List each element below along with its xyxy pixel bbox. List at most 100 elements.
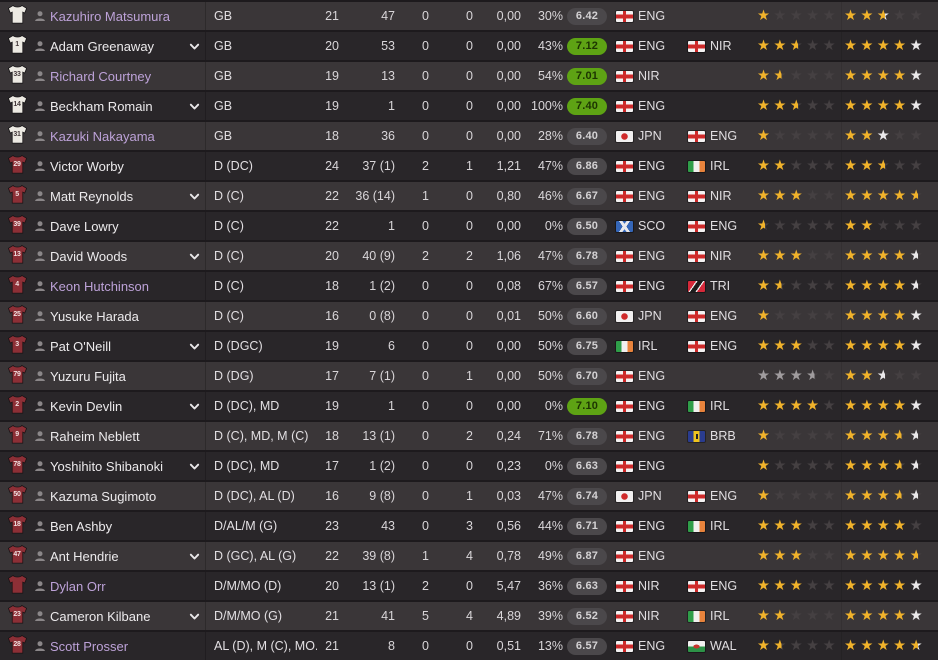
player-name[interactable]: Ant Hendrie xyxy=(50,548,119,564)
player-name[interactable]: Victor Worby xyxy=(50,158,124,174)
chevron-down-icon[interactable] xyxy=(189,212,205,240)
nationality-code: BRB xyxy=(710,429,736,443)
star-icon: ★ xyxy=(893,489,909,504)
star-icon: ★ xyxy=(806,67,820,84)
position-label: D (C) xyxy=(205,242,317,270)
table-row[interactable]: 25 Yusuke Harada D (C) 16 0 (8) 0 0 0,01… xyxy=(0,302,938,330)
shirt-number: 28 xyxy=(13,641,21,648)
table-row[interactable]: 50 Kazuma Sugimoto D (DC), AL (D) 16 9 (… xyxy=(0,482,938,510)
table-row[interactable]: 78 Yoshihito Shibanoki D (DC), MD 17 1 (… xyxy=(0,452,938,480)
flag-eng-icon xyxy=(616,640,633,652)
star-icon: ★ xyxy=(822,307,836,324)
chevron-down-icon[interactable] xyxy=(189,482,205,510)
chevron-down-icon[interactable] xyxy=(189,92,205,120)
table-row[interactable]: Kazuhiro Matsumura GB 21 47 0 0 0,00 30%… xyxy=(0,2,938,30)
player-name[interactable]: Matt Reynolds xyxy=(50,188,134,204)
appearances-value: 43 xyxy=(381,519,395,533)
player-name[interactable]: Yoshihito Shibanoki xyxy=(50,458,163,474)
chevron-down-icon[interactable] xyxy=(189,272,205,300)
shirt-number: 3 xyxy=(15,341,19,348)
player-name[interactable]: Yusuke Harada xyxy=(50,308,139,324)
player-name[interactable]: Cameron Kilbane xyxy=(50,608,151,624)
player-name[interactable]: Kazuki Nakayama xyxy=(50,128,155,144)
profile-icon xyxy=(34,392,50,420)
star-icon: ★ xyxy=(876,307,890,324)
chevron-down-icon[interactable] xyxy=(189,542,205,570)
stat3-value: 0,00 xyxy=(496,339,521,353)
chevron-down-icon[interactable] xyxy=(189,512,205,540)
chevron-down-icon[interactable] xyxy=(189,332,205,360)
nationality-code: ENG xyxy=(638,39,666,53)
table-row[interactable]: 1 Adam Greenaway GB 20 53 0 0 0,00 43% 7… xyxy=(0,32,938,60)
table-row[interactable]: 79 Yuzuru Fujita D (DG) 17 7 (1) 0 1 0,0… xyxy=(0,362,938,390)
table-row[interactable]: 47 Ant Hendrie D (GC), AL (G) 22 39 (8) … xyxy=(0,542,938,570)
age-value: 19 xyxy=(325,339,339,353)
table-row[interactable]: 39 Dave Lowry D (C) 22 1 0 0 0,00 0% 6.5… xyxy=(0,212,938,240)
star-icon: ★ xyxy=(806,487,820,504)
table-row[interactable]: 2 Kevin Devlin D (DC), MD 19 1 0 0 0,00 … xyxy=(0,392,938,420)
chevron-down-icon[interactable] xyxy=(189,602,205,630)
chevron-down-icon[interactable] xyxy=(189,122,205,150)
player-name[interactable]: Dave Lowry xyxy=(50,218,119,234)
chevron-down-icon[interactable] xyxy=(189,2,205,30)
player-name[interactable]: Ben Ashby xyxy=(50,518,113,534)
percent-value: 67% xyxy=(537,279,563,293)
player-name[interactable]: Scott Prosser xyxy=(50,638,129,654)
appearances-value: 1 (2) xyxy=(369,279,395,293)
player-name[interactable]: David Woods xyxy=(50,248,128,264)
chevron-down-icon[interactable] xyxy=(189,452,205,480)
player-name[interactable]: Dylan Orr xyxy=(50,578,106,594)
average-rating-badge: 6.50 xyxy=(567,217,607,235)
table-row[interactable]: 18 Ben Ashby D/AL/M (G) 23 43 0 3 0,56 4… xyxy=(0,512,938,540)
player-name[interactable]: Raheim Neblett xyxy=(50,428,140,444)
nationality-code: ENG xyxy=(638,549,666,563)
chevron-down-icon[interactable] xyxy=(189,152,205,180)
star-icon: ★ xyxy=(876,487,890,504)
chevron-down-icon[interactable] xyxy=(189,572,205,600)
star-icon: ★ xyxy=(876,547,890,564)
current-ability-stars: ★ ★ ★ ★ ★ xyxy=(757,212,841,240)
star-icon: ★ xyxy=(789,577,803,594)
player-name[interactable]: Yuzuru Fujita xyxy=(50,368,126,384)
table-row[interactable]: 28 Scott Prosser AL (D), M (C), MO... 21… xyxy=(0,632,938,660)
table-row[interactable]: 13 David Woods D (C) 20 40 (9) 2 2 1,06 … xyxy=(0,242,938,270)
table-row[interactable]: 33 Richard Courtney GB 19 13 0 0 0,00 54… xyxy=(0,62,938,90)
chevron-down-icon[interactable] xyxy=(189,362,205,390)
player-name[interactable]: Kevin Devlin xyxy=(50,398,123,414)
average-rating-badge: 6.71 xyxy=(567,517,607,535)
percent-value: 47% xyxy=(537,249,563,263)
player-name[interactable]: Kazuma Sugimoto xyxy=(50,488,157,504)
table-row[interactable]: Dylan Orr D/M/MO (D) 20 13 (1) 2 0 5,47 … xyxy=(0,572,938,600)
chevron-down-icon[interactable] xyxy=(189,302,205,330)
chevron-down-icon[interactable] xyxy=(189,32,205,60)
stat2-value: 0 xyxy=(466,189,473,203)
player-name[interactable]: Pat O'Neill xyxy=(50,338,112,354)
chevron-down-icon[interactable] xyxy=(189,632,205,660)
chevron-down-icon[interactable] xyxy=(189,182,205,210)
table-row[interactable]: 4 Keon Hutchinson D (C) 18 1 (2) 0 0 0,0… xyxy=(0,272,938,300)
player-name[interactable]: Adam Greenaway xyxy=(50,38,155,54)
nationality-primary: ENG xyxy=(611,242,681,270)
table-row[interactable]: 29 Victor Worby D (DC) 24 37 (1) 2 1 1,2… xyxy=(0,152,938,180)
table-row[interactable]: 23 Cameron Kilbane D/M/MO (G) 21 41 5 4 … xyxy=(0,602,938,630)
player-name[interactable]: Kazuhiro Matsumura xyxy=(50,8,170,24)
nationality-secondary: ENG xyxy=(681,122,757,150)
star-icon: ★ xyxy=(806,217,820,234)
appearances-value: 1 xyxy=(388,399,395,413)
player-name[interactable]: Keon Hutchinson xyxy=(50,278,150,294)
table-row[interactable]: 31 Kazuki Nakayama GB 18 36 0 0 0,00 28%… xyxy=(0,122,938,150)
player-name[interactable]: Richard Courtney xyxy=(50,68,152,84)
star-icon: ★ xyxy=(757,397,770,414)
chevron-down-icon[interactable] xyxy=(189,422,205,450)
star-icon: ★ xyxy=(844,487,857,504)
table-row[interactable]: 14 Beckham Romain GB 19 1 0 0 0,00 100% … xyxy=(0,92,938,120)
player-name[interactable]: Beckham Romain xyxy=(50,98,153,114)
current-ability-stars: ★ ★ ★ ★ ★ xyxy=(757,542,841,570)
stat1-value: 0 xyxy=(422,639,429,653)
table-row[interactable]: 3 Pat O'Neill D (DGC) 19 6 0 0 0,00 50% … xyxy=(0,332,938,360)
chevron-down-icon[interactable] xyxy=(189,392,205,420)
table-row[interactable]: 5 Matt Reynolds D (C) 22 36 (14) 1 0 0,8… xyxy=(0,182,938,210)
chevron-down-icon[interactable] xyxy=(189,242,205,270)
table-row[interactable]: 9 Raheim Neblett D (C), MD, M (C) 18 13 … xyxy=(0,422,938,450)
chevron-down-icon[interactable] xyxy=(189,62,205,90)
